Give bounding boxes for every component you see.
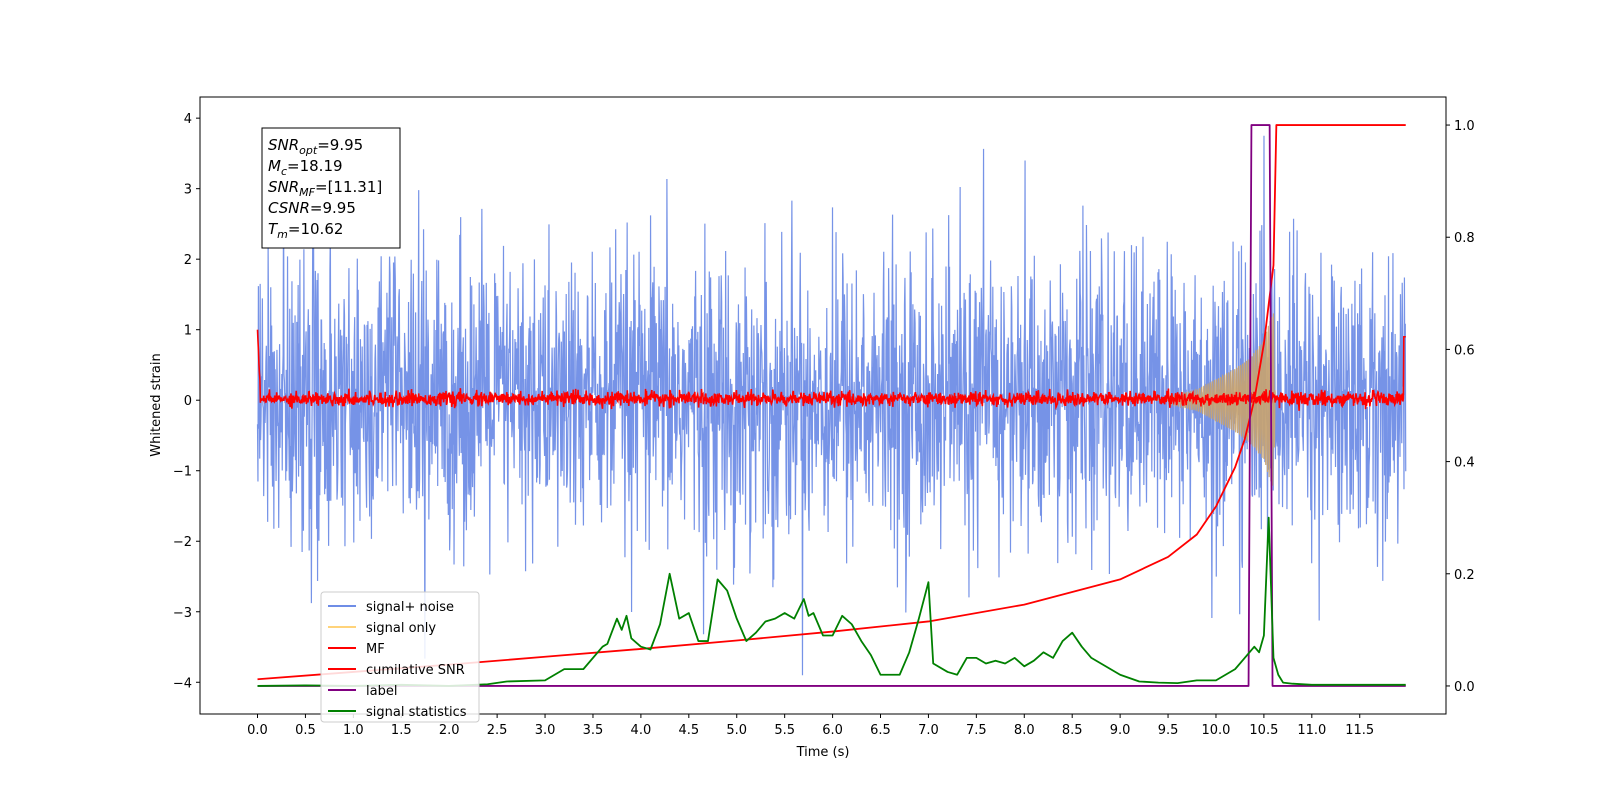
x-tick-label: 5.5: [774, 723, 795, 738]
x-tick-label: 6.0: [822, 723, 843, 738]
annotation-box: SNRopt=9.95Mc=18.19SNRMF=[11.31]CSNR=9.9…: [261, 127, 401, 249]
x-tick-label: 3.5: [583, 723, 604, 738]
y-tick-label: −1: [173, 465, 192, 480]
y-tick-label: 3: [184, 183, 192, 198]
y2-tick-label: 1.0: [1454, 119, 1475, 134]
annotation-line: Mc=18.19: [268, 157, 343, 178]
legend-label: label: [366, 684, 397, 699]
series-signal-statistics: [257, 516, 1406, 687]
annotation-frame: [261, 127, 401, 249]
y-tick-label: 0: [184, 394, 192, 409]
annotation-line: Tm=10.62: [268, 220, 343, 241]
y-tick-label: 2: [184, 253, 192, 268]
y-tick-label: −4: [173, 676, 192, 691]
x-tick-label: 7.5: [966, 723, 987, 738]
x-tick-label: 2.5: [487, 723, 508, 738]
annotation-line: SNRopt=9.95: [268, 136, 363, 157]
x-tick-label: 10.5: [1249, 723, 1278, 738]
x-tick-label: 8.0: [1014, 723, 1035, 738]
y-tick-label: −3: [173, 606, 192, 621]
x-tick-label: 4.5: [678, 723, 699, 738]
x-tick-label: 9.5: [1158, 723, 1179, 738]
annotation-line: CSNR=9.95: [268, 199, 356, 217]
axes-frame: [199, 96, 1447, 715]
series-signal-noise: [256, 135, 1407, 676]
x-tick-label: 1.0: [343, 723, 364, 738]
annotation-line: SNRMF=[11.31]: [268, 178, 382, 199]
series-mf: [256, 329, 1406, 411]
legend-label: cumilative SNR: [366, 663, 465, 678]
series-label: [257, 124, 1406, 687]
y2-tick-label: 0.0: [1454, 680, 1475, 695]
x-axis-label: Time (s): [796, 745, 850, 760]
legend-label: signal+ noise: [366, 600, 454, 615]
y-tick-label: −2: [173, 535, 192, 550]
x-tick-label: 6.5: [870, 723, 891, 738]
legend-frame: [320, 591, 480, 723]
x-tick-label: 1.5: [391, 723, 412, 738]
x-tick-label: 11.0: [1297, 723, 1326, 738]
x-tick-label: 4.0: [631, 723, 652, 738]
y-tick-label: 1: [184, 324, 192, 339]
x-tick-label: 2.0: [439, 723, 460, 738]
series-cumulative-snr: [257, 124, 1406, 681]
y-axis-label: Whitened strain: [149, 353, 164, 456]
x-tick-label: 0.0: [247, 723, 268, 738]
y-tick-label: 4: [184, 112, 192, 127]
x-tick-label: 8.5: [1062, 723, 1083, 738]
x-tick-label: 0.5: [295, 723, 316, 738]
axis-ticks: 0.0 0.5 1.0 1.5 2.0 2.5 3.0 3.5 4.0 4.5 5.0 5.5 6.0 6…: [173, 112, 1475, 738]
y2-tick-label: 0.6: [1454, 343, 1475, 358]
x-tick-label: 5.0: [726, 723, 747, 738]
y2-tick-label: 0.4: [1454, 456, 1475, 471]
y2-tick-label: 0.8: [1454, 231, 1475, 246]
x-tick-label: 9.0: [1110, 723, 1131, 738]
legend-label: signal statistics: [366, 705, 467, 720]
legend-label: signal only: [366, 621, 436, 636]
legend: signal+ noise signal only MF cumilative SNR…: [320, 591, 480, 723]
x-tick-label: 11.5: [1345, 723, 1374, 738]
y2-tick-label: 0.2: [1454, 568, 1475, 583]
plot-area: [256, 124, 1407, 687]
x-tick-label: 3.0: [535, 723, 556, 738]
x-tick-label: 7.0: [918, 723, 939, 738]
legend-label: MF: [366, 642, 385, 657]
x-tick-label: 10.0: [1201, 723, 1230, 738]
